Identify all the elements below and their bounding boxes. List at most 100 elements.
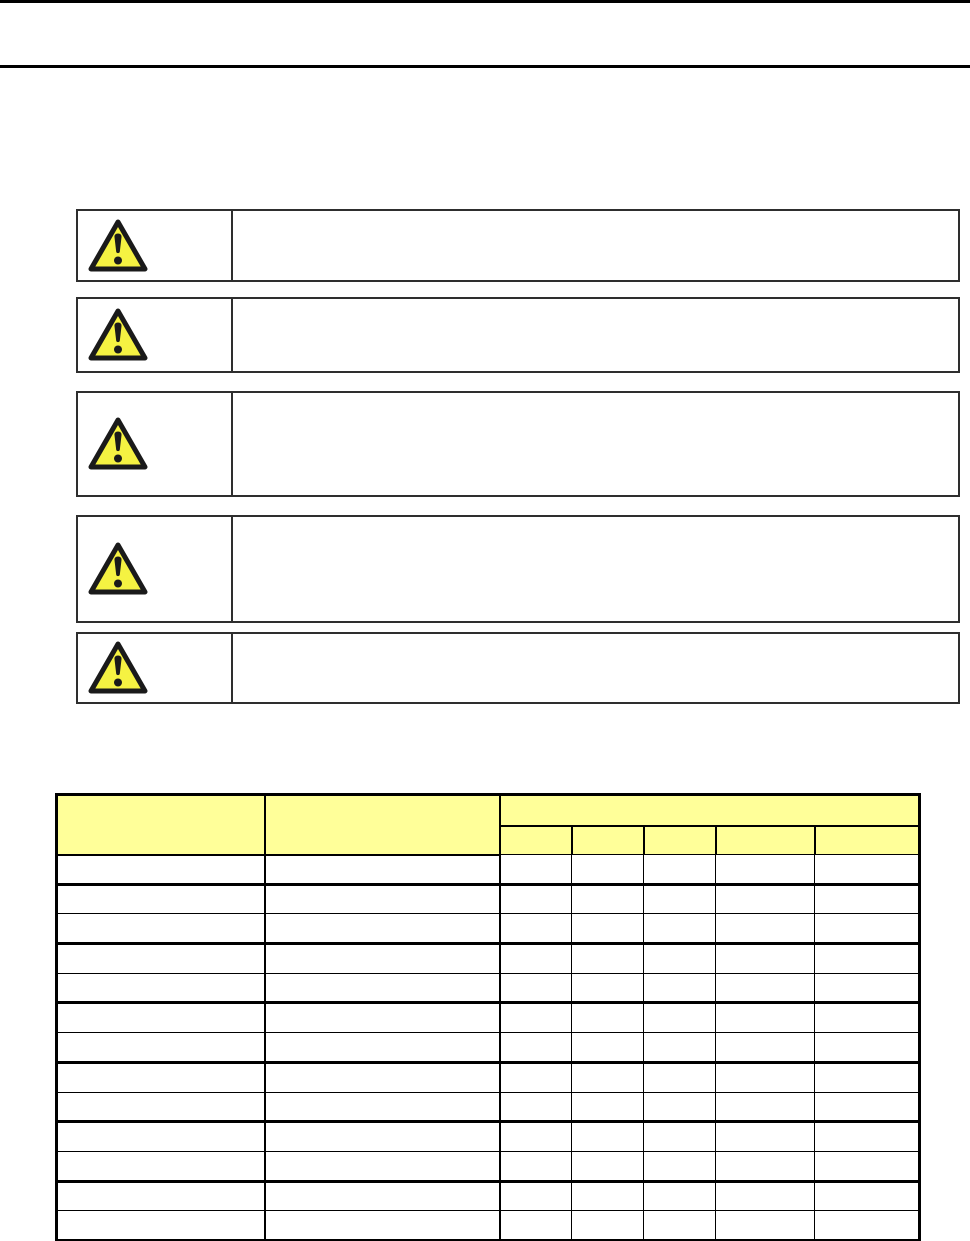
- table-cell: [715, 1210, 815, 1241]
- table-subheader-3: [642, 824, 717, 855]
- warning-box: [76, 391, 960, 497]
- table-cell: [56, 1150, 266, 1183]
- table-cell: [643, 943, 716, 974]
- table-cell: [814, 943, 920, 974]
- table-row: [56, 1180, 920, 1212]
- table-cell: [814, 1210, 920, 1241]
- warning-text: [233, 517, 958, 621]
- table-header-col1: [55, 793, 266, 856]
- table-cell: [264, 1032, 501, 1064]
- table-cell: [264, 1061, 501, 1093]
- table-cell: [715, 1180, 815, 1212]
- table-cell: [643, 883, 716, 915]
- table-cell: [56, 1032, 266, 1064]
- warning-triangle-icon: [88, 308, 148, 361]
- table-cell: [56, 1210, 266, 1241]
- table-cell: [643, 1180, 716, 1212]
- table-row: [56, 1121, 920, 1152]
- warning-box: [76, 297, 960, 373]
- warning-text: [233, 299, 958, 371]
- data-table: [55, 793, 921, 1241]
- table-cell: [56, 943, 266, 974]
- table-cell: [643, 1150, 716, 1183]
- table-subheader-4: [714, 824, 816, 855]
- table-cell: [643, 854, 716, 886]
- table-cell: [571, 1091, 644, 1124]
- table-cell: [499, 943, 572, 974]
- table-cell: [715, 1091, 815, 1124]
- page-top-border: [0, 0, 970, 3]
- table-cell: [499, 883, 572, 915]
- warning-icon-cell: [78, 517, 233, 621]
- table-cell: [643, 1032, 716, 1064]
- table-cell: [571, 913, 644, 946]
- table-cell: [264, 1121, 501, 1152]
- table-row: [56, 972, 920, 1005]
- table-cell: [499, 1150, 572, 1183]
- table-cell: [715, 1002, 815, 1034]
- table-header-group: [498, 793, 921, 827]
- table-cell: [715, 1150, 815, 1183]
- table-cell: [814, 1061, 920, 1093]
- table-cell: [264, 1150, 501, 1183]
- warning-text: [233, 211, 958, 280]
- table-cell: [814, 1091, 920, 1124]
- table-cell: [571, 972, 644, 1005]
- table-cell: [56, 854, 266, 886]
- table-cell: [499, 1032, 572, 1064]
- table-cell: [264, 883, 501, 915]
- table-cell: [499, 1091, 572, 1124]
- warning-icon-cell: [78, 299, 233, 371]
- table-cell: [56, 972, 266, 1005]
- table-cell: [814, 1121, 920, 1152]
- table-cell: [715, 1121, 815, 1152]
- table-cell: [715, 913, 815, 946]
- table-header: [55, 793, 921, 856]
- warning-text: [233, 393, 958, 495]
- table-cell: [499, 1002, 572, 1034]
- table-cell: [264, 1180, 501, 1212]
- table-cell: [264, 854, 501, 886]
- table-cell: [499, 1121, 572, 1152]
- warning-box: [76, 515, 960, 623]
- table-row: [56, 943, 920, 974]
- table-cell: [571, 943, 644, 974]
- table-cell: [56, 1180, 266, 1212]
- table-cell: [56, 1002, 266, 1034]
- table-cell: [814, 913, 920, 946]
- table-cell: [715, 1061, 815, 1093]
- warning-text: [233, 634, 958, 702]
- table-cell: [264, 943, 501, 974]
- table-cell: [643, 1002, 716, 1034]
- warning-icon-cell: [78, 393, 233, 495]
- table-cell: [264, 1091, 501, 1124]
- table-cell: [571, 1121, 644, 1152]
- table-cell: [571, 1002, 644, 1034]
- warning-triangle-icon: [88, 641, 148, 694]
- table-row: [56, 1032, 920, 1064]
- table-row: [56, 1150, 920, 1183]
- warning-box: [76, 209, 960, 282]
- table-row: [56, 913, 920, 946]
- table-cell: [264, 1002, 501, 1034]
- table-row: [56, 1091, 920, 1124]
- table-cell: [571, 1180, 644, 1212]
- table-cell: [643, 1061, 716, 1093]
- table-cell: [499, 1210, 572, 1241]
- table-cell: [571, 1210, 644, 1241]
- table-cell: [56, 1061, 266, 1093]
- table-cell: [814, 1180, 920, 1212]
- table-cell: [571, 1150, 644, 1183]
- table-cell: [56, 1091, 266, 1124]
- table-cell: [715, 1032, 815, 1064]
- table-cell: [814, 972, 920, 1005]
- table-cell: [571, 883, 644, 915]
- table-header-col2: [263, 793, 501, 856]
- table-cell: [643, 1121, 716, 1152]
- table-cell: [814, 1002, 920, 1034]
- table-row: [56, 854, 920, 886]
- table-cell: [571, 854, 644, 886]
- table-cell: [571, 1061, 644, 1093]
- table-cell: [643, 1091, 716, 1124]
